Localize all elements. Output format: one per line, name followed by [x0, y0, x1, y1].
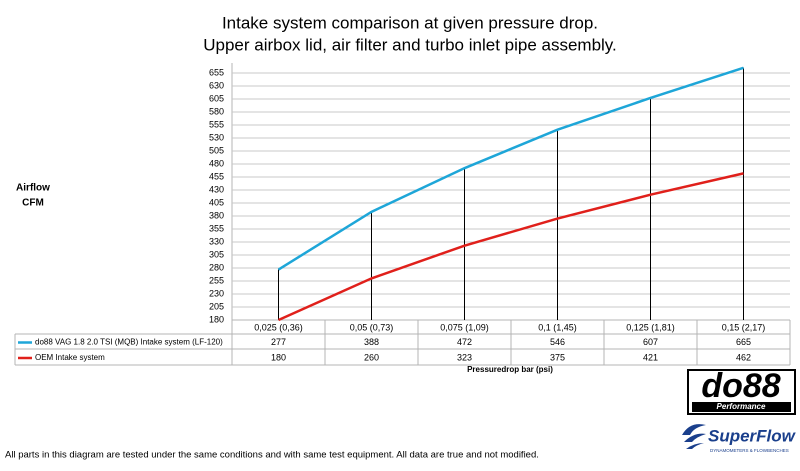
series-line — [277, 172, 744, 322]
table-value: 375 — [550, 352, 565, 362]
y-tick-label: 480 — [209, 158, 224, 168]
table-value: 180 — [271, 352, 286, 362]
y-tick-label: 430 — [209, 184, 224, 194]
table-value: 607 — [643, 337, 658, 347]
y-tick-label: 180 — [209, 314, 224, 324]
table-value: 546 — [550, 337, 565, 347]
series-line — [277, 66, 744, 271]
table-value: 323 — [457, 352, 472, 362]
logo-subtext: DYNAMOMETERS & FLOWBENCHES — [710, 448, 789, 453]
y-tick-label: 505 — [209, 145, 224, 155]
y-tick-label: 330 — [209, 236, 224, 246]
table-value: 260 — [364, 352, 379, 362]
y-tick-label: 305 — [209, 249, 224, 259]
x-tick-label: 0,025 (0,36) — [254, 322, 303, 332]
do88-logo: do88 Performance — [687, 367, 796, 415]
table-value: 388 — [364, 337, 379, 347]
logo-text: do88 — [701, 367, 780, 405]
y-tick-label: 655 — [209, 67, 224, 77]
y-tick-label: 605 — [209, 93, 224, 103]
x-tick-label: 0,075 (1,09) — [440, 322, 489, 332]
logo-band — [692, 402, 791, 412]
logo-text: SuperFlow — [708, 426, 797, 445]
legend-label: do88 VAG 1.8 2.0 TSI (MQB) Intake system… — [35, 338, 223, 347]
y-tick-label: 205 — [209, 301, 224, 311]
y-tick-label: 355 — [209, 223, 224, 233]
y-tick-label: 580 — [209, 106, 224, 116]
table-value: 421 — [643, 352, 658, 362]
x-tick-label: 0,05 (0,73) — [350, 322, 394, 332]
y-tick-label: 380 — [209, 210, 224, 220]
y-tick-label: 405 — [209, 197, 224, 207]
footer: All parts in this diagram are tested und… — [5, 450, 539, 461]
y-axis-label: Airflow — [16, 183, 50, 194]
table-value: 277 — [271, 337, 286, 347]
legend-label: OEM Intake system — [35, 353, 105, 362]
y-tick-label: 530 — [209, 132, 224, 142]
logo-swoosh — [682, 424, 706, 449]
chart-title: Intake system comparison at given pressu… — [222, 13, 598, 32]
y-tick-label: 280 — [209, 262, 224, 272]
y-tick-label: 255 — [209, 275, 224, 285]
y-tick-label: 455 — [209, 171, 224, 181]
y-axis-label: CFM — [22, 198, 44, 209]
y-tick-label: 230 — [209, 288, 224, 298]
chart-subtitle: Upper airbox lid, air filter and turbo i… — [203, 35, 617, 54]
table-value: 665 — [736, 337, 751, 347]
x-tick-label: 0,1 (1,45) — [538, 322, 577, 332]
y-tick-label: 630 — [209, 80, 224, 90]
table-value: 472 — [457, 337, 472, 347]
superflow-logo: SuperFlow DYNAMOMETERS & FLOWBENCHES — [682, 424, 797, 453]
x-tick-label: 0,15 (2,17) — [722, 322, 766, 332]
table-value: 462 — [736, 352, 751, 362]
x-tick-label: 0,125 (1,81) — [626, 322, 675, 332]
y-tick-label: 555 — [209, 119, 224, 129]
logo-subtext: Performance — [717, 402, 766, 411]
x-axis-label: Pressuredrop bar (psi) — [467, 365, 553, 374]
